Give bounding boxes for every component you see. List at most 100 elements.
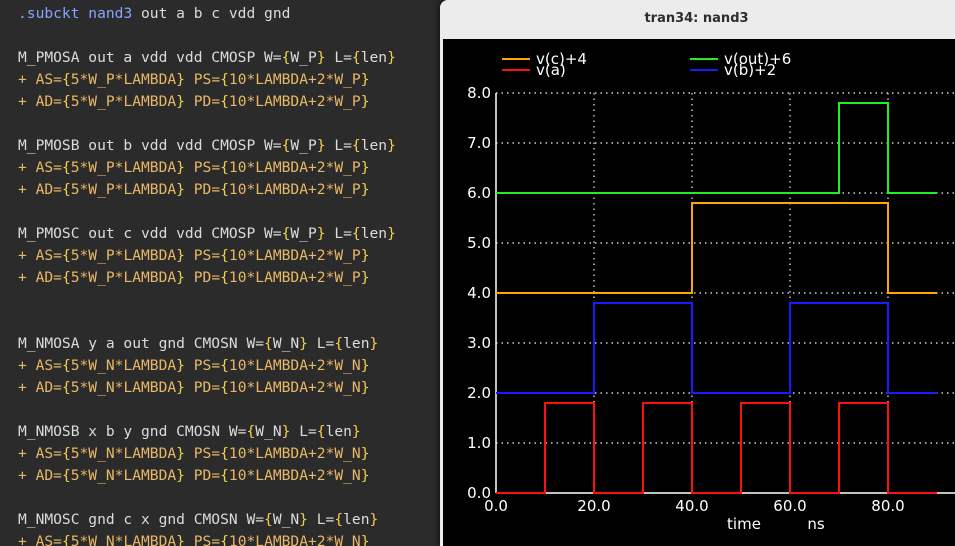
- code-line: M_NMOSB x b y gnd CMOSN W={W_N} L={len}: [18, 421, 361, 443]
- code-token: }: [360, 445, 370, 462]
- code-token: + AS=: [18, 445, 62, 462]
- code-token: + AD=: [18, 379, 62, 396]
- code-token: {: [61, 93, 71, 110]
- y-tick-label: 6.0: [467, 184, 491, 202]
- code-line: M_NMOSA y a out gnd CMOSN W={W_N} L={len…: [18, 333, 378, 355]
- code-token: }: [360, 379, 370, 396]
- code-token: + AS=: [18, 159, 62, 176]
- x-tick-label: 40.0: [675, 497, 708, 515]
- code-token: }: [299, 511, 308, 528]
- code-token: M_NMOSC gnd c x gnd CMOSN W=: [18, 511, 265, 528]
- code-token: {: [220, 71, 229, 88]
- code-token: }: [299, 335, 308, 352]
- code-token: }: [316, 49, 326, 66]
- plot-area[interactable]: 0.0 1.0 2.0 3.0 4.0 5.0 6.0 7.0 8.0 0.0 20.0 40.0 60…: [443, 39, 955, 546]
- code-token: 10*LAMBDA+2*W_P: [228, 93, 361, 110]
- legend-label: v(a): [536, 61, 566, 79]
- code-token: len: [360, 225, 388, 242]
- code-line: + AS={5*W_N*LAMBDA} PS={10*LAMBDA+2*W_N}: [18, 531, 370, 546]
- code-token: }: [176, 159, 185, 176]
- code-token: 10*LAMBDA+2*W_P: [228, 71, 361, 88]
- code-token: }: [176, 379, 185, 396]
- code-token: {: [264, 511, 273, 528]
- x-tick-label: 60.0: [773, 497, 806, 515]
- x-tick-label: 80.0: [871, 497, 904, 515]
- code-token: {: [220, 379, 229, 396]
- code-token: }: [176, 269, 185, 286]
- code-token: }: [176, 93, 185, 110]
- code-token: }: [369, 335, 379, 352]
- code-token: {: [61, 181, 71, 198]
- code-token: M_PMOSC out c vdd vdd CMOSP W=: [18, 225, 282, 242]
- code-token: 5*W_N*LAMBDA: [70, 533, 177, 546]
- code-token: {: [281, 49, 291, 66]
- code-token: }: [360, 93, 370, 110]
- code-token: PS=: [184, 159, 221, 176]
- code-token: M_NMOSA y a out gnd CMOSN W=: [18, 335, 265, 352]
- code-line: + AS={5*W_P*LAMBDA} PS={10*LAMBDA+2*W_P}: [18, 245, 370, 267]
- code-token: {: [334, 511, 344, 528]
- code-token: PS=: [184, 71, 221, 88]
- code-line: M_PMOSA out a vdd vdd CMOSP W={W_P} L={l…: [18, 47, 396, 69]
- code-token: }: [360, 247, 370, 264]
- code-token: {: [334, 335, 344, 352]
- window-titlebar[interactable]: tran34: nand3: [440, 0, 955, 36]
- code-token: 5*W_P*LAMBDA: [70, 247, 177, 264]
- code-token: {: [220, 181, 229, 198]
- legend-label: v(out)+6: [724, 50, 791, 68]
- code-token: {: [281, 137, 291, 154]
- series-line: [496, 202, 937, 294]
- code-token: {: [220, 445, 229, 462]
- code-token: + AD=: [18, 93, 62, 110]
- code-token: {: [351, 137, 361, 154]
- code-token: 5*W_P*LAMBDA: [70, 181, 177, 198]
- code-token: }: [351, 423, 361, 440]
- code-token: len: [360, 49, 388, 66]
- code-token: }: [360, 269, 370, 286]
- code-token: 5*W_P*LAMBDA: [70, 159, 177, 176]
- y-tick-label: 0.0: [467, 484, 491, 502]
- x-tick-label: 0.0: [484, 497, 508, 515]
- y-tick-label: 4.0: [467, 284, 491, 302]
- code-token: }: [176, 467, 185, 484]
- code-token: }: [360, 71, 370, 88]
- code-token: M_NMOSB x b y gnd CMOSN W=: [18, 423, 247, 440]
- code-token: }: [316, 137, 326, 154]
- code-line: + AD={5*W_N*LAMBDA} PD={10*LAMBDA+2*W_N}: [18, 377, 370, 399]
- code-token: L=: [325, 137, 352, 154]
- code-token: 10*LAMBDA+2*W_N: [228, 533, 361, 546]
- code-token: {: [61, 379, 71, 396]
- series-line: [496, 402, 937, 494]
- code-token: {: [61, 533, 71, 546]
- code-token: }: [360, 357, 370, 374]
- code-line: M_PMOSB out b vdd vdd CMOSP W={W_P} L={l…: [18, 135, 396, 157]
- code-token: 10*LAMBDA+2*W_P: [228, 159, 361, 176]
- y-tick-label: 5.0: [467, 234, 491, 252]
- code-token: + AD=: [18, 181, 62, 198]
- code-token: + AS=: [18, 357, 62, 374]
- legend-label: v(b)+2: [724, 61, 776, 79]
- code-token: len: [325, 423, 352, 440]
- code-token: 5*W_N*LAMBDA: [70, 467, 177, 484]
- code-token: W_N: [272, 511, 300, 528]
- code-token: }: [176, 71, 185, 88]
- code-line: + AS={5*W_P*LAMBDA} PS={10*LAMBDA+2*W_P}: [18, 69, 370, 91]
- code-token: }: [360, 533, 370, 546]
- code-token: 5*W_P*LAMBDA: [70, 93, 177, 110]
- waveform-chart: 0.0 1.0 2.0 3.0 4.0 5.0 6.0 7.0 8.0 0.0 20.0 40.0 60…: [467, 50, 955, 533]
- series-line: [496, 302, 937, 394]
- code-token: + AD=: [18, 269, 62, 286]
- code-line: + AS={5*W_N*LAMBDA} PS={10*LAMBDA+2*W_N}: [18, 443, 370, 465]
- code-token: M_PMOSA out a vdd vdd CMOSP W=: [18, 49, 282, 66]
- code-token: {: [61, 467, 71, 484]
- plot-window[interactable]: tran34: nand3 0.0 1.0 2.0 3.0 4.0 5.0 6.0 7.0 8.…: [440, 0, 955, 546]
- code-token: W_P: [290, 225, 317, 242]
- code-token: {: [220, 247, 229, 264]
- code-line: .subckt nand3 out a b c vdd gnd: [18, 3, 290, 25]
- code-token: W_N: [272, 335, 300, 352]
- code-token: W_N: [255, 423, 282, 440]
- code-token: {: [61, 71, 71, 88]
- code-editor[interactable]: .subckt nand3 out a b c vdd gnd M_PMOSA o…: [0, 0, 440, 546]
- code-token: len: [343, 335, 370, 352]
- code-token: + AS=: [18, 247, 62, 264]
